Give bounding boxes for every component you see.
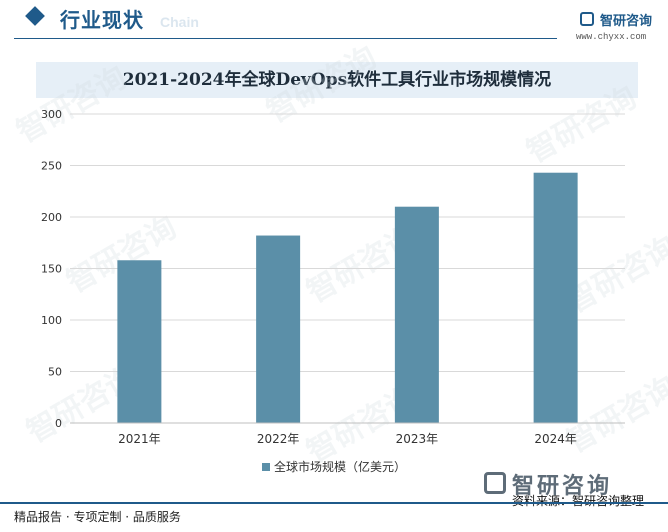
- footer-tagline: 精品报告 · 专项定制 · 品质服务: [14, 510, 181, 524]
- x-tick-label: 2022年: [257, 432, 300, 446]
- legend: 全球市场规模（亿美元）: [262, 459, 406, 474]
- diamond-icon: [25, 6, 45, 26]
- brand-logo: 智研咨询 www.chyxx.com: [576, 10, 660, 46]
- x-tick-label: 2024年: [534, 432, 577, 446]
- bar: [394, 206, 439, 423]
- footer-logo-name: 智研咨询: [512, 474, 613, 499]
- footer-divider: [0, 502, 668, 504]
- section-subtitle: Chain: [160, 14, 199, 30]
- data-source: 资料来源：智研咨询整理: [512, 494, 645, 508]
- x-axis-ticks: 2021年 2022年 2023年 2024年: [118, 432, 577, 446]
- logo-url: www.chyxx.com: [576, 32, 647, 42]
- legend-swatch: [262, 463, 270, 471]
- bars: [117, 172, 578, 423]
- y-tick-label: 100: [41, 314, 62, 327]
- section-title: 行业现状: [60, 8, 144, 32]
- y-axis-ticks: 0 50 100 150 200 250 300: [41, 108, 62, 430]
- x-tick-label: 2023年: [396, 432, 439, 446]
- chart-title: 2021-2024年全球DevOps软件工具行业市场规模情况: [122, 70, 552, 90]
- footer-logo-mark-icon: [484, 472, 506, 494]
- footer-logo: 智研咨询: [484, 468, 664, 499]
- x-tick-label: 2021年: [118, 432, 161, 446]
- section-header: 行业现状 Chain 智研咨询 www.chyxx.com: [0, 0, 668, 42]
- y-tick-label: 200: [41, 211, 62, 224]
- header-divider: [14, 38, 557, 39]
- gridlines: [70, 113, 625, 372]
- y-tick-label: 150: [41, 263, 62, 276]
- y-tick-label: 300: [41, 108, 62, 121]
- bar: [117, 260, 162, 423]
- logo-name: 智研咨询: [600, 14, 653, 29]
- legend-label: 全球市场规模（亿美元）: [274, 459, 406, 474]
- logo-mark-icon: [580, 12, 594, 26]
- y-tick-label: 50: [48, 366, 62, 379]
- y-tick-label: 250: [41, 160, 62, 173]
- bar: [533, 172, 578, 423]
- y-tick-label: 0: [55, 417, 62, 430]
- chart-title-band: 2021-2024年全球DevOps软件工具行业市场规模情况: [36, 62, 638, 98]
- bar: [256, 235, 301, 423]
